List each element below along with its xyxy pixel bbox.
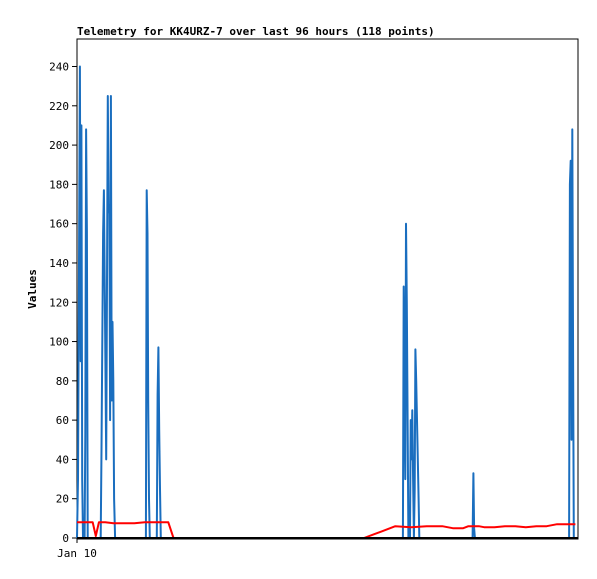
y-tick-label: 40 <box>56 453 69 466</box>
y-tick-label: 220 <box>49 100 69 113</box>
series-line-2 <box>77 521 576 539</box>
y-tick-label: 20 <box>56 493 69 506</box>
y-tick-label: 160 <box>49 218 69 231</box>
y-axis: 0 20 40 60 80 100 120 140 160 180 200 220 240 <box>49 61 77 545</box>
y-tick-label: 140 <box>49 257 69 270</box>
y-tick-label: 80 <box>56 375 69 388</box>
y-axis-label: Values <box>26 269 39 309</box>
y-tick-label: 60 <box>56 414 69 427</box>
y-tick-label: 100 <box>49 336 69 349</box>
y-tick-label: 0 <box>62 532 69 545</box>
plot-area <box>76 38 579 540</box>
y-tick-label: 180 <box>49 178 69 191</box>
y-tick-label: 240 <box>49 61 69 74</box>
x-tick-label: Jan 10 <box>57 547 97 560</box>
y-tick-label: 200 <box>49 139 69 152</box>
chart-title: Telemetry for KK4URZ-7 over last 96 hour… <box>77 25 435 38</box>
y-tick-label: 120 <box>49 296 69 309</box>
